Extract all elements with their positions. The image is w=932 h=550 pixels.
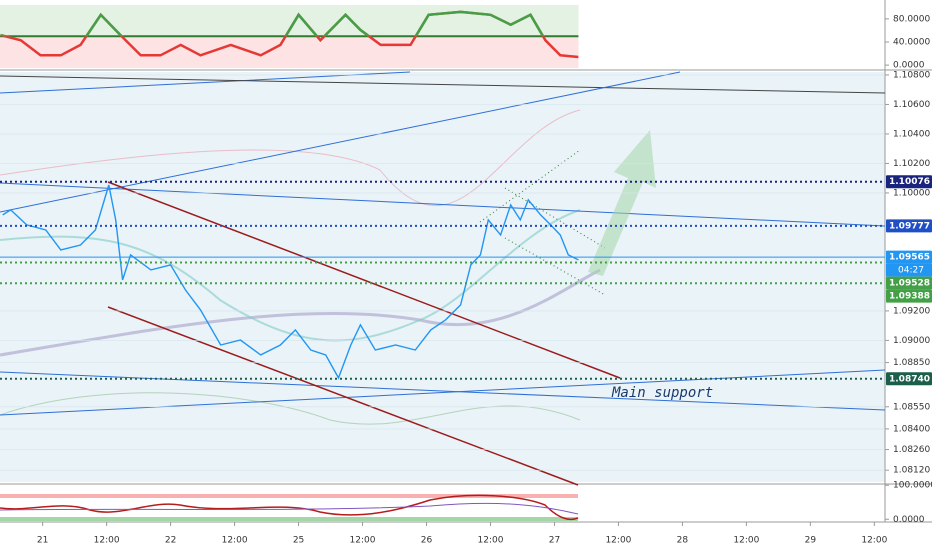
price-badge-label: 1.08740 (889, 374, 930, 384)
trend-line (0, 369, 886, 416)
y-tick-label: 1.08260 (893, 445, 930, 455)
osc-band (0, 517, 578, 521)
x-tick-label: 12:00 (350, 536, 376, 546)
y-tick-label: 40.0000 (893, 37, 930, 47)
y-tick-label: 1.10800 (893, 70, 930, 80)
y-tick-label: 1.10600 (893, 100, 930, 110)
x-tick-label: 12:00 (478, 536, 504, 546)
y-tick-label: 1.10000 (893, 188, 930, 198)
y-tick-label: 80.0000 (893, 14, 930, 24)
price-badge (886, 250, 932, 264)
flag-line (479, 149, 581, 223)
y-tick-label: 0.0000 (893, 61, 925, 71)
x-tick-label: 27 (549, 536, 560, 546)
x-tick-label: 12:00 (222, 536, 248, 546)
channel-line (107, 306, 579, 486)
y-tick-label: 1.08120 (893, 466, 930, 476)
series-line-upper (0, 10, 545, 37)
y-tick-label: 1.08400 (893, 424, 930, 434)
y-tick-label: 100.0000 (893, 481, 932, 491)
moving-average (0, 209, 581, 342)
oscillator-line (0, 494, 579, 521)
price-badge-label: 1.09528 (889, 279, 930, 289)
band (0, 109, 581, 207)
channel-line (107, 181, 621, 379)
price-badge (886, 372, 932, 386)
countdown: 04:27 (898, 266, 924, 276)
y-tick-label: 1.10400 (893, 129, 930, 139)
annotation: Main support (611, 385, 713, 401)
price-badge-label: 1.10076 (889, 177, 930, 187)
x-tick-label: 22 (165, 536, 176, 546)
price-badge (886, 276, 932, 290)
y-tick-label: 1.10200 (893, 159, 930, 169)
osc-band (0, 494, 578, 498)
y-tick-label: 1.09000 (893, 336, 930, 346)
trend-line (0, 182, 886, 227)
y-tick-label: 1.09200 (893, 306, 930, 316)
price-badge (886, 289, 932, 303)
x-tick-label: 12:00 (733, 536, 759, 546)
x-tick-label: 28 (677, 536, 689, 546)
price-badge-label: 1.09388 (889, 292, 930, 302)
oscillator-signal (0, 502, 579, 515)
y-tick-label: 1.08550 (893, 402, 930, 412)
lower-band (0, 36, 579, 68)
x-tick-label: 12:00 (605, 536, 631, 546)
price-badge-label: 1.09777 (889, 221, 930, 231)
countdown-badge (886, 263, 932, 277)
y-tick-label: 1.08850 (893, 358, 930, 368)
trend-line (0, 71, 411, 94)
x-tick-label: 21 (37, 536, 48, 546)
x-tick-label: 12:00 (94, 536, 120, 546)
moving-average (0, 268, 601, 357)
arrow (588, 130, 656, 276)
x-tick-label: 25 (293, 536, 304, 546)
price-badge-label: 1.09565 (889, 253, 930, 263)
y-tick-label: 0.0000 (893, 515, 925, 525)
x-tick-label: 29 (805, 536, 817, 546)
price-badge (886, 175, 932, 189)
price-badge (886, 219, 932, 233)
x-tick-label: 26 (421, 536, 433, 546)
trend-line (0, 75, 886, 94)
drawings (0, 71, 886, 521)
price-pane (0, 72, 885, 482)
trend-line (0, 371, 886, 411)
series-line (2, 184, 579, 380)
x-tick-label: 12:00 (861, 536, 887, 546)
